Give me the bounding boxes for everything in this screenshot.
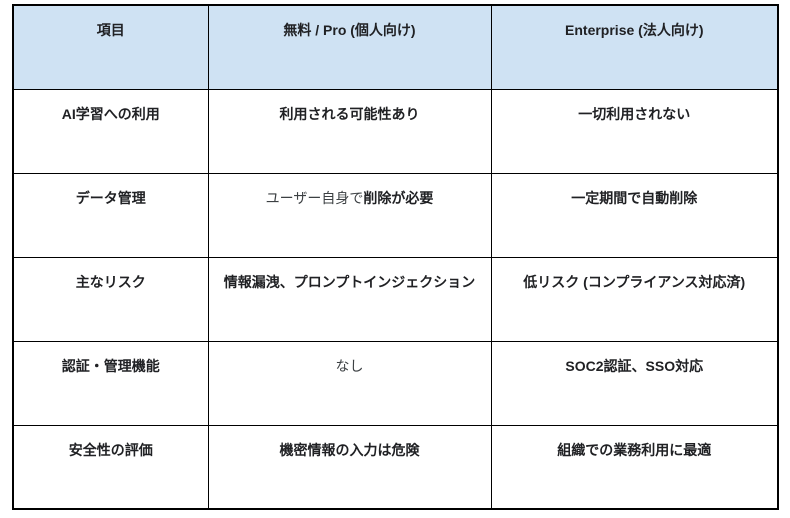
cell-enterprise: SOC2認証、SSO対応 [490,340,779,426]
row-label: AI学習への利用 [12,88,209,174]
cell-personal: ユーザー自身で削除が必要 [207,172,492,258]
header-enterprise-plan: Enterprise (法人向け) [490,4,779,90]
cell-text-bold: 削除が必要 [363,189,434,206]
header-item: 項目 [12,4,209,90]
cell-enterprise: 低リスク (コンプライアンス対応済) [490,256,779,342]
cell-personal: 機密情報の入力は危険 [207,424,492,510]
table-row-ai-training: AI学習への利用 利用される可能性あり 一切利用されない [12,88,779,174]
cell-personal: なし [207,340,492,426]
row-label: 主なリスク [12,256,209,342]
cell-enterprise: 組織での業務利用に最適 [490,424,779,510]
table-row-main-risk: 主なリスク 情報漏洩、プロンプトインジェクション 低リスク (コンプライアンス対… [12,256,779,342]
cell-personal: 利用される可能性あり [207,88,492,174]
row-label: データ管理 [12,172,209,258]
table-row-safety-evaluation: 安全性の評価 機密情報の入力は危険 組織での業務利用に最適 [12,424,779,510]
row-label: 認証・管理機能 [12,340,209,426]
table-row-data-management: データ管理 ユーザー自身で削除が必要 一定期間で自動削除 [12,172,779,258]
cell-personal: 情報漏洩、プロンプトインジェクション [207,256,492,342]
cell-text-regular: ユーザー自身で [265,189,364,206]
row-label: 安全性の評価 [12,424,209,510]
table-row-auth-management: 認証・管理機能 なし SOC2認証、SSO対応 [12,340,779,426]
header-personal-plan: 無料 / Pro (個人向け) [207,4,492,90]
cell-enterprise: 一定期間で自動削除 [490,172,779,258]
cell-enterprise: 一切利用されない [490,88,779,174]
plan-comparison-table: 項目 無料 / Pro (個人向け) Enterprise (法人向け) AI学… [12,4,779,510]
header-row: 項目 無料 / Pro (個人向け) Enterprise (法人向け) [12,4,779,90]
